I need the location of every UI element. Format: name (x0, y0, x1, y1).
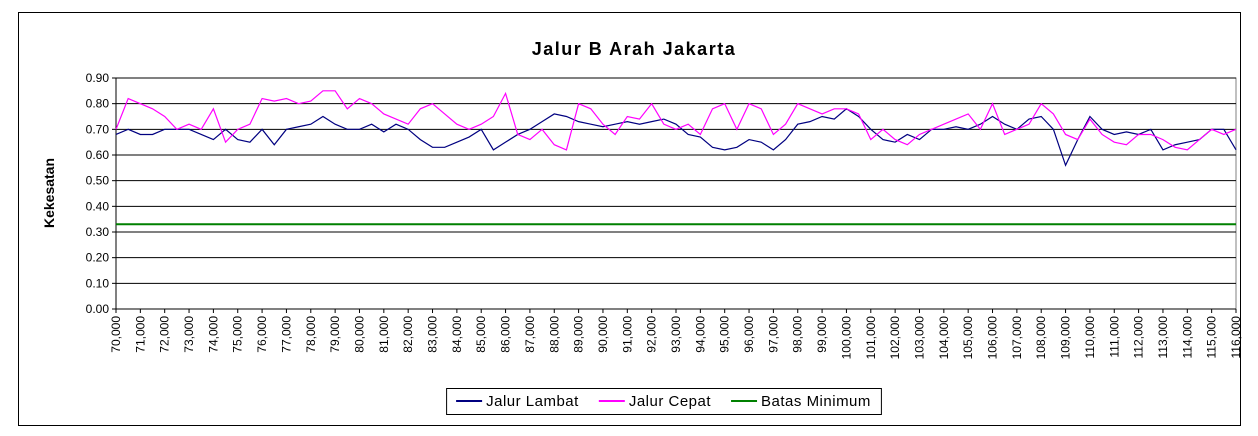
x-tick-label: 92,000 (645, 316, 659, 353)
x-tick-label: 114,000 (1180, 316, 1194, 359)
x-tick-label: 78,000 (304, 316, 318, 353)
x-tick-label: 108,000 (1034, 316, 1048, 360)
x-tick-label: 115,000 (1205, 316, 1219, 359)
x-tick-label: 106,000 (986, 316, 1000, 360)
x-tick-label: 83,000 (426, 316, 440, 353)
x-tick-label: 100,000 (839, 316, 853, 360)
legend-label: Jalur Cepat (629, 393, 712, 410)
legend-label: Batas Minimum (761, 393, 871, 410)
x-tick-label: 103,000 (912, 316, 926, 360)
x-tick-label: 77,000 (279, 316, 293, 353)
x-tick-label: 93,000 (669, 316, 683, 353)
y-tick-label: 0.40 (86, 199, 110, 213)
plot-area (115, 77, 1237, 310)
x-tick-label: 94,000 (693, 316, 707, 353)
x-tick-label: 96,000 (742, 316, 756, 353)
x-tick-label: 102,000 (888, 316, 902, 360)
x-tick-label: 70,000 (109, 316, 123, 353)
x-tick-label: 95,000 (718, 316, 732, 353)
x-tick-label: 111,000 (1107, 316, 1121, 358)
x-tick-label: 109,000 (1059, 316, 1073, 360)
legend-box (446, 388, 882, 415)
x-tick-label: 112,000 (1132, 316, 1146, 359)
y-tick-label: 0.30 (86, 225, 110, 239)
x-tick-label: 113,000 (1156, 316, 1170, 359)
x-tick-label: 75,000 (231, 316, 245, 353)
legend: Jalur Lambat Jalur Cepat Batas Minimum (446, 388, 882, 415)
x-tick-label: 101,000 (864, 316, 878, 360)
x-tick-label: 107,000 (1010, 316, 1024, 360)
x-tick-label: 80,000 (352, 316, 366, 353)
x-tick-label: 76,000 (255, 316, 269, 353)
series-line (115, 108, 1237, 167)
x-tick-label: 99,000 (815, 316, 829, 353)
y-tick-label: 0.50 (86, 174, 110, 188)
x-tick-label: 88,000 (547, 316, 561, 353)
x-tick-label: 105,000 (961, 316, 975, 360)
x-tick-label: 84,000 (450, 316, 464, 353)
y-tick-label: 0.20 (86, 251, 110, 265)
y-tick-label: 0.90 (86, 71, 110, 85)
y-tick-label: 0.60 (86, 148, 110, 162)
y-tick-label: 0.00 (86, 302, 110, 316)
x-tick-label: 91,000 (620, 316, 634, 353)
x-tick-label: 87,000 (523, 316, 537, 353)
x-tick-label: 74,000 (206, 316, 220, 353)
x-tick-label: 110,000 (1083, 316, 1097, 359)
x-tick-label: 104,000 (937, 316, 951, 360)
x-tick-label: 97,000 (766, 316, 780, 353)
y-tick-label: 0.70 (86, 122, 110, 136)
x-tick-label: 82,000 (401, 316, 415, 353)
y-tick-label: 0.80 (86, 97, 110, 111)
y-axis-title: Kekesatan (41, 158, 57, 228)
chart-title: Jalur B Arah Jakarta (532, 39, 736, 59)
x-tick-label: 98,000 (791, 316, 805, 353)
y-tick-label: 0.10 (86, 276, 110, 290)
x-tick-label: 73,000 (182, 316, 196, 353)
x-tick-label: 90,000 (596, 316, 610, 353)
x-tick-label: 86,000 (499, 316, 513, 353)
series-line (115, 90, 1237, 151)
x-tick-label: 81,000 (377, 316, 391, 353)
x-tick-label: 85,000 (474, 316, 488, 353)
x-tick-label: 72,000 (158, 316, 172, 353)
x-tick-label: 89,000 (572, 316, 586, 353)
x-tick-label: 79,000 (328, 316, 342, 353)
x-tick-label: 71,000 (133, 316, 147, 353)
x-tick-label: 116,000 (1229, 316, 1243, 359)
legend-label: Jalur Lambat (486, 393, 579, 410)
